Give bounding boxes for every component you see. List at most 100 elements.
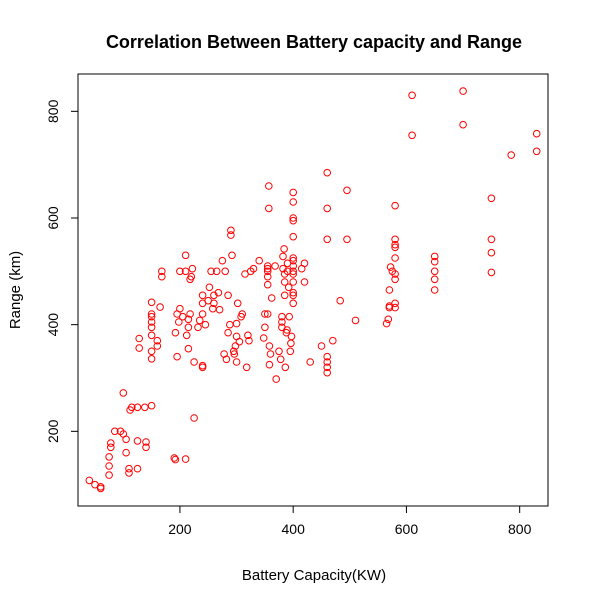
data-point <box>224 291 232 300</box>
data-point <box>171 455 180 464</box>
data-point <box>289 188 298 197</box>
data-point <box>158 272 166 281</box>
data-point <box>263 272 272 281</box>
data-point <box>153 336 162 345</box>
data-point <box>122 435 130 444</box>
data-point <box>198 310 207 318</box>
data-point <box>408 91 416 100</box>
y-axis-label: Range (km) <box>7 251 24 329</box>
data-point <box>487 248 496 257</box>
data-point <box>214 288 223 297</box>
data-point <box>190 414 198 422</box>
data-point <box>222 355 231 364</box>
data-point <box>276 355 285 364</box>
data-point <box>281 363 290 372</box>
data-point <box>323 204 332 213</box>
data-point <box>382 319 391 328</box>
data-point <box>263 267 272 276</box>
data-point <box>184 315 193 324</box>
data-point <box>532 147 541 156</box>
data-point <box>105 462 113 470</box>
data-point <box>336 296 345 305</box>
data-point <box>147 355 156 363</box>
data-point <box>125 464 133 473</box>
data-point <box>265 360 274 369</box>
data-point <box>289 270 298 278</box>
data-point <box>147 312 156 321</box>
data-point <box>323 358 332 366</box>
data-point <box>119 389 128 397</box>
data-point <box>286 347 295 356</box>
x-tick-label: 400 <box>282 521 306 537</box>
data-point <box>289 291 298 300</box>
data-point <box>391 201 399 210</box>
data-point <box>279 252 287 261</box>
data-point <box>227 226 235 235</box>
data-point <box>242 363 251 372</box>
data-point <box>175 318 183 326</box>
y-axis: 200 400 600 800 <box>45 99 79 443</box>
data-point <box>266 350 275 358</box>
data-point <box>323 235 332 244</box>
data-point <box>300 278 309 286</box>
data-point <box>343 235 351 244</box>
data-point <box>212 267 221 276</box>
data-point <box>125 469 133 477</box>
data-point <box>285 312 294 321</box>
data-point <box>158 267 166 276</box>
data-point <box>323 368 332 377</box>
data-point <box>122 448 130 457</box>
data-point <box>272 375 281 383</box>
data-point <box>221 267 229 276</box>
data-point <box>181 455 190 463</box>
data-point <box>207 267 215 276</box>
data-point <box>459 87 467 95</box>
data-point <box>289 262 298 270</box>
data-point <box>487 194 496 203</box>
data-point <box>391 270 399 278</box>
chart-title: Correlation Between Battery capacity and… <box>106 32 522 52</box>
data-point <box>430 252 439 261</box>
data-point <box>147 331 156 340</box>
data-point <box>231 342 240 350</box>
data-point <box>226 320 234 329</box>
data-point <box>173 352 181 361</box>
data-point <box>282 328 291 337</box>
data-point <box>133 403 142 412</box>
data-point <box>391 299 399 308</box>
data-point <box>289 299 298 308</box>
data-point <box>141 403 149 412</box>
data-point <box>289 214 298 222</box>
data-point <box>265 204 273 213</box>
data-point <box>391 303 399 312</box>
data-point <box>210 299 218 308</box>
data-point <box>289 254 298 262</box>
data-point <box>275 347 283 356</box>
data-point <box>487 235 496 244</box>
x-axis: 200 400 600 800 <box>168 505 532 537</box>
data-point <box>198 361 207 370</box>
data-point <box>190 358 198 366</box>
data-point <box>265 182 273 190</box>
data-point <box>430 267 439 276</box>
y-tick-label: 200 <box>45 419 61 443</box>
data-point <box>287 339 295 348</box>
data-point <box>259 334 268 342</box>
data-point <box>386 263 395 271</box>
data-point <box>245 336 253 345</box>
data-point <box>391 235 399 244</box>
data-point <box>289 278 298 286</box>
data-point <box>278 312 286 321</box>
data-point <box>459 120 467 129</box>
data-point <box>430 275 439 284</box>
data-point <box>182 331 191 340</box>
data-point <box>391 243 399 252</box>
data-point <box>284 283 293 292</box>
data-point <box>261 323 269 332</box>
data-point <box>176 267 184 276</box>
data-point <box>153 342 162 350</box>
data-point <box>142 438 150 446</box>
data-point <box>280 278 289 286</box>
data-point <box>329 336 337 345</box>
data-point <box>201 320 210 329</box>
